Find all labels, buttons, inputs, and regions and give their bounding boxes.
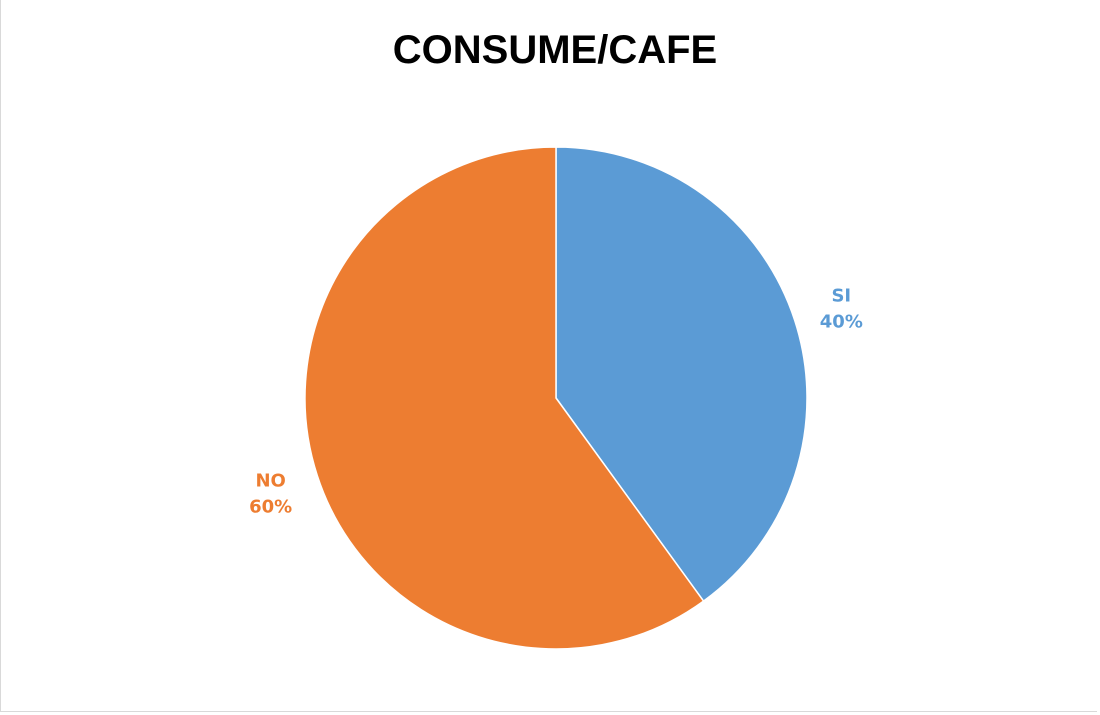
- data-label-percent-si: 40%: [820, 311, 863, 332]
- data-label-category-si: SI: [831, 285, 851, 306]
- chart-title: CONSUME/CAFE: [392, 28, 718, 72]
- data-label-percent-no: 60%: [249, 497, 292, 518]
- data-label-category-no: NO: [255, 471, 285, 492]
- pie-data-labels: SI 40% NO 60%: [249, 285, 863, 517]
- pie-slices: [304, 146, 808, 650]
- pie-slice-no: [304, 146, 705, 650]
- pie-slice-si: [555, 146, 808, 603]
